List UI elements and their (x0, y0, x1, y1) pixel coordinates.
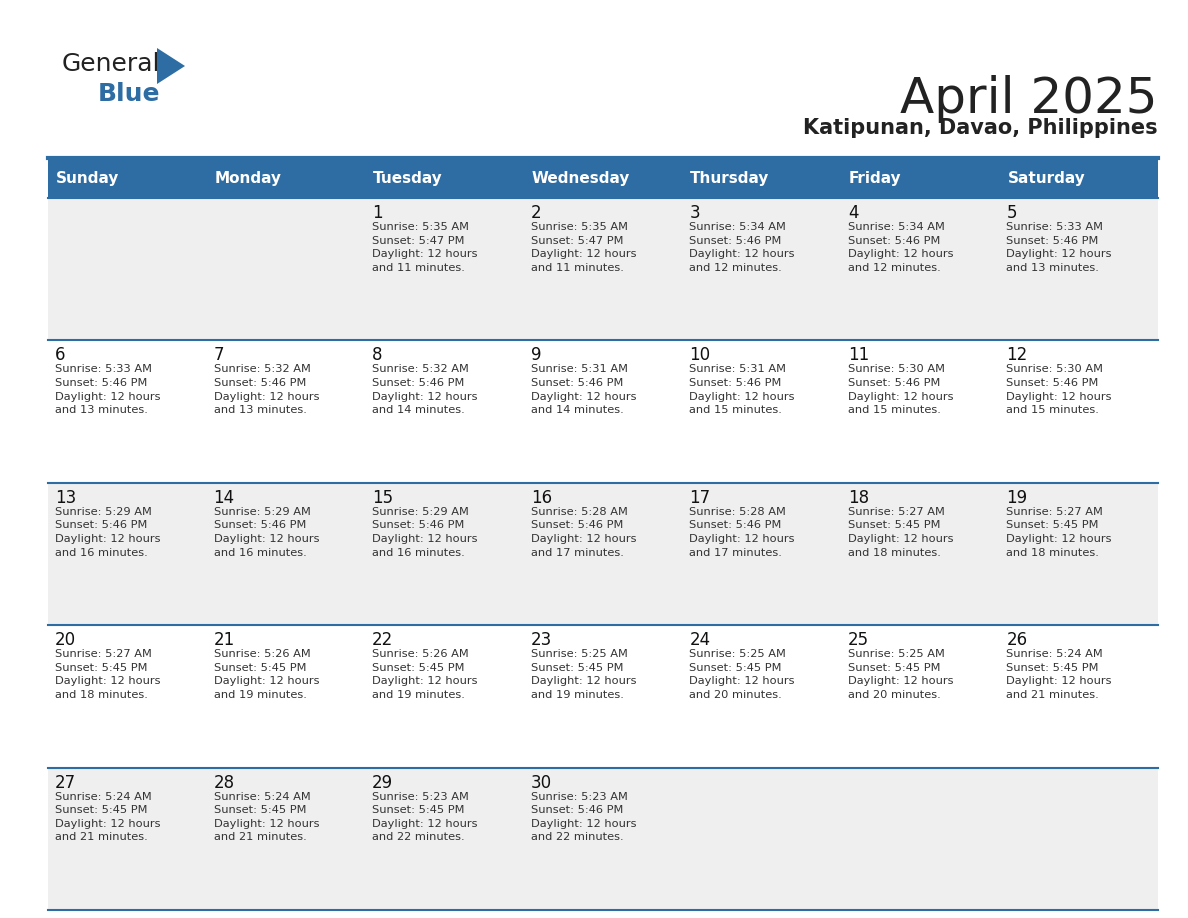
Text: Sunrise: 5:28 AM
Sunset: 5:46 PM
Daylight: 12 hours
and 17 minutes.: Sunrise: 5:28 AM Sunset: 5:46 PM Dayligh… (531, 507, 637, 557)
Text: 27: 27 (55, 774, 76, 791)
Text: 28: 28 (214, 774, 235, 791)
Bar (365, 158, 524, 198)
Text: Sunrise: 5:34 AM
Sunset: 5:46 PM
Daylight: 12 hours
and 12 minutes.: Sunrise: 5:34 AM Sunset: 5:46 PM Dayligh… (848, 222, 953, 273)
Text: 7: 7 (214, 346, 225, 364)
Text: Sunrise: 5:30 AM
Sunset: 5:46 PM
Daylight: 12 hours
and 15 minutes.: Sunrise: 5:30 AM Sunset: 5:46 PM Dayligh… (848, 364, 953, 415)
Text: Sunrise: 5:33 AM
Sunset: 5:46 PM
Daylight: 12 hours
and 13 minutes.: Sunrise: 5:33 AM Sunset: 5:46 PM Dayligh… (55, 364, 160, 415)
Text: Friday: Friday (849, 171, 902, 185)
Text: Sunrise: 5:32 AM
Sunset: 5:46 PM
Daylight: 12 hours
and 13 minutes.: Sunrise: 5:32 AM Sunset: 5:46 PM Dayligh… (214, 364, 320, 415)
Text: Sunrise: 5:35 AM
Sunset: 5:47 PM
Daylight: 12 hours
and 11 minutes.: Sunrise: 5:35 AM Sunset: 5:47 PM Dayligh… (372, 222, 478, 273)
Text: 25: 25 (848, 632, 868, 649)
Text: 19: 19 (1006, 488, 1028, 507)
Text: Sunrise: 5:34 AM
Sunset: 5:46 PM
Daylight: 12 hours
and 12 minutes.: Sunrise: 5:34 AM Sunset: 5:46 PM Dayligh… (689, 222, 795, 273)
Text: 26: 26 (1006, 632, 1028, 649)
Text: 6: 6 (55, 346, 65, 364)
Text: Sunrise: 5:28 AM
Sunset: 5:46 PM
Daylight: 12 hours
and 17 minutes.: Sunrise: 5:28 AM Sunset: 5:46 PM Dayligh… (689, 507, 795, 557)
Text: Sunrise: 5:25 AM
Sunset: 5:45 PM
Daylight: 12 hours
and 20 minutes.: Sunrise: 5:25 AM Sunset: 5:45 PM Dayligh… (689, 649, 795, 700)
Bar (48, 767, 1158, 910)
Text: 30: 30 (531, 774, 552, 791)
Text: General: General (62, 52, 160, 76)
Text: Sunrise: 5:30 AM
Sunset: 5:46 PM
Daylight: 12 hours
and 15 minutes.: Sunrise: 5:30 AM Sunset: 5:46 PM Dayligh… (1006, 364, 1112, 415)
Polygon shape (157, 48, 185, 84)
Text: Wednesday: Wednesday (532, 171, 630, 185)
Text: 5: 5 (1006, 204, 1017, 222)
Text: Thursday: Thursday (690, 171, 770, 185)
Text: Sunrise: 5:31 AM
Sunset: 5:46 PM
Daylight: 12 hours
and 14 minutes.: Sunrise: 5:31 AM Sunset: 5:46 PM Dayligh… (531, 364, 637, 415)
Bar (48, 341, 1158, 483)
Bar (207, 158, 365, 198)
Text: 29: 29 (372, 774, 393, 791)
Text: 4: 4 (848, 204, 859, 222)
Text: 24: 24 (689, 632, 710, 649)
Text: Sunrise: 5:33 AM
Sunset: 5:46 PM
Daylight: 12 hours
and 13 minutes.: Sunrise: 5:33 AM Sunset: 5:46 PM Dayligh… (1006, 222, 1112, 273)
Text: 2: 2 (531, 204, 542, 222)
Text: 17: 17 (689, 488, 710, 507)
Text: Sunrise: 5:35 AM
Sunset: 5:47 PM
Daylight: 12 hours
and 11 minutes.: Sunrise: 5:35 AM Sunset: 5:47 PM Dayligh… (531, 222, 637, 273)
Text: 18: 18 (848, 488, 868, 507)
Text: April 2025: April 2025 (901, 75, 1158, 123)
Text: 12: 12 (1006, 346, 1028, 364)
Text: 11: 11 (848, 346, 870, 364)
Text: Saturday: Saturday (1007, 171, 1085, 185)
Text: Sunday: Sunday (56, 171, 119, 185)
Text: 1: 1 (372, 204, 383, 222)
Text: Katipunan, Davao, Philippines: Katipunan, Davao, Philippines (803, 118, 1158, 138)
Text: Sunrise: 5:27 AM
Sunset: 5:45 PM
Daylight: 12 hours
and 18 minutes.: Sunrise: 5:27 AM Sunset: 5:45 PM Dayligh… (848, 507, 953, 557)
Text: Sunrise: 5:29 AM
Sunset: 5:46 PM
Daylight: 12 hours
and 16 minutes.: Sunrise: 5:29 AM Sunset: 5:46 PM Dayligh… (372, 507, 478, 557)
Text: Sunrise: 5:27 AM
Sunset: 5:45 PM
Daylight: 12 hours
and 18 minutes.: Sunrise: 5:27 AM Sunset: 5:45 PM Dayligh… (1006, 507, 1112, 557)
Text: Monday: Monday (215, 171, 282, 185)
Text: Sunrise: 5:27 AM
Sunset: 5:45 PM
Daylight: 12 hours
and 18 minutes.: Sunrise: 5:27 AM Sunset: 5:45 PM Dayligh… (55, 649, 160, 700)
Text: 9: 9 (531, 346, 542, 364)
Bar (48, 625, 1158, 767)
Text: Sunrise: 5:29 AM
Sunset: 5:46 PM
Daylight: 12 hours
and 16 minutes.: Sunrise: 5:29 AM Sunset: 5:46 PM Dayligh… (55, 507, 160, 557)
Bar (48, 198, 1158, 341)
Text: Sunrise: 5:24 AM
Sunset: 5:45 PM
Daylight: 12 hours
and 21 minutes.: Sunrise: 5:24 AM Sunset: 5:45 PM Dayligh… (1006, 649, 1112, 700)
Bar (48, 483, 1158, 625)
Text: Sunrise: 5:29 AM
Sunset: 5:46 PM
Daylight: 12 hours
and 16 minutes.: Sunrise: 5:29 AM Sunset: 5:46 PM Dayligh… (214, 507, 320, 557)
Text: Sunrise: 5:31 AM
Sunset: 5:46 PM
Daylight: 12 hours
and 15 minutes.: Sunrise: 5:31 AM Sunset: 5:46 PM Dayligh… (689, 364, 795, 415)
Text: Sunrise: 5:23 AM
Sunset: 5:46 PM
Daylight: 12 hours
and 22 minutes.: Sunrise: 5:23 AM Sunset: 5:46 PM Dayligh… (531, 791, 637, 843)
Bar (999, 158, 1158, 198)
Text: Sunrise: 5:23 AM
Sunset: 5:45 PM
Daylight: 12 hours
and 22 minutes.: Sunrise: 5:23 AM Sunset: 5:45 PM Dayligh… (372, 791, 478, 843)
Text: Tuesday: Tuesday (373, 171, 443, 185)
Text: Sunrise: 5:25 AM
Sunset: 5:45 PM
Daylight: 12 hours
and 19 minutes.: Sunrise: 5:25 AM Sunset: 5:45 PM Dayligh… (531, 649, 637, 700)
Bar (48, 158, 207, 198)
Text: Sunrise: 5:32 AM
Sunset: 5:46 PM
Daylight: 12 hours
and 14 minutes.: Sunrise: 5:32 AM Sunset: 5:46 PM Dayligh… (372, 364, 478, 415)
Text: Sunrise: 5:25 AM
Sunset: 5:45 PM
Daylight: 12 hours
and 20 minutes.: Sunrise: 5:25 AM Sunset: 5:45 PM Dayligh… (848, 649, 953, 700)
Text: 14: 14 (214, 488, 235, 507)
Text: 10: 10 (689, 346, 710, 364)
Text: 15: 15 (372, 488, 393, 507)
Text: Sunrise: 5:24 AM
Sunset: 5:45 PM
Daylight: 12 hours
and 21 minutes.: Sunrise: 5:24 AM Sunset: 5:45 PM Dayligh… (55, 791, 160, 843)
Bar (682, 158, 841, 198)
Bar (841, 158, 999, 198)
Text: Sunrise: 5:24 AM
Sunset: 5:45 PM
Daylight: 12 hours
and 21 minutes.: Sunrise: 5:24 AM Sunset: 5:45 PM Dayligh… (214, 791, 320, 843)
Text: 22: 22 (372, 632, 393, 649)
Bar (524, 158, 682, 198)
Text: 23: 23 (531, 632, 552, 649)
Text: 8: 8 (372, 346, 383, 364)
Text: Blue: Blue (97, 82, 160, 106)
Text: 21: 21 (214, 632, 235, 649)
Text: Sunrise: 5:26 AM
Sunset: 5:45 PM
Daylight: 12 hours
and 19 minutes.: Sunrise: 5:26 AM Sunset: 5:45 PM Dayligh… (372, 649, 478, 700)
Text: 20: 20 (55, 632, 76, 649)
Text: 3: 3 (689, 204, 700, 222)
Text: 16: 16 (531, 488, 552, 507)
Text: 13: 13 (55, 488, 76, 507)
Text: Sunrise: 5:26 AM
Sunset: 5:45 PM
Daylight: 12 hours
and 19 minutes.: Sunrise: 5:26 AM Sunset: 5:45 PM Dayligh… (214, 649, 320, 700)
